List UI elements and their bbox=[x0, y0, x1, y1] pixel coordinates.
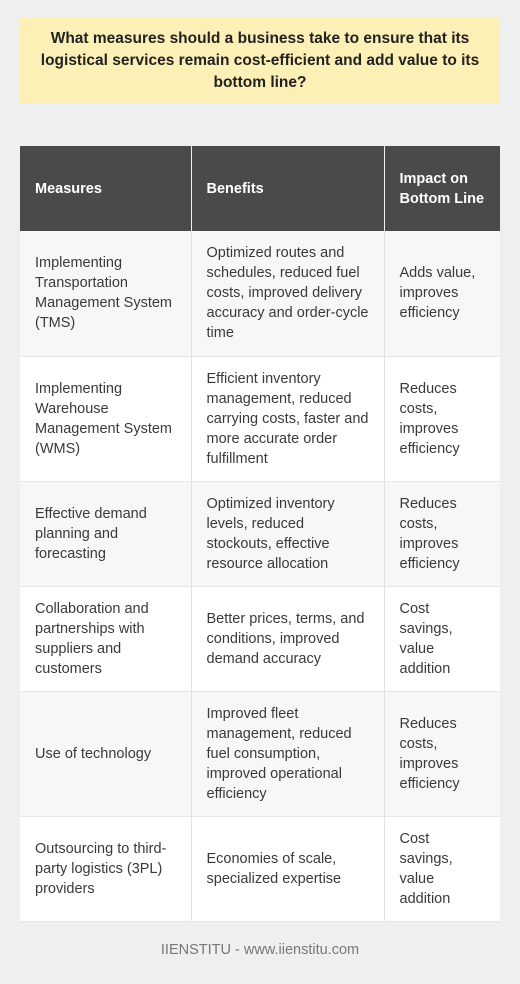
table-row: Use of technology Improved fleet managem… bbox=[20, 691, 500, 817]
cell-benefits: Optimized inventory levels, reduced stoc… bbox=[191, 481, 385, 587]
header-benefits: Benefits bbox=[191, 146, 385, 231]
footer-credit: IIENSTITU - www.iienstitu.com bbox=[160, 942, 360, 958]
cell-impact: Cost savings, value addition bbox=[384, 816, 500, 922]
cell-benefits: Improved fleet management, reduced fuel … bbox=[191, 691, 385, 817]
cell-benefits: Better prices, terms, and conditions, im… bbox=[191, 586, 385, 692]
cell-impact: Cost savings, value addition bbox=[384, 586, 500, 692]
cell-impact: Adds value, improves efficiency bbox=[384, 231, 500, 357]
cell-measure: Effective demand planning and forecastin… bbox=[20, 481, 192, 587]
question-text: What measures should a business take to … bbox=[40, 30, 480, 91]
cell-benefits: Economies of scale, specialized expertis… bbox=[191, 816, 385, 922]
cell-benefits: Optimized routes and schedules, reduced … bbox=[191, 231, 385, 357]
table-row: Collaboration and partnerships with supp… bbox=[20, 586, 500, 692]
table-row: Implementing Warehouse Management System… bbox=[20, 356, 500, 482]
cell-measure: Use of technology bbox=[20, 691, 192, 817]
header-impact: Impact on Bottom Line bbox=[384, 146, 500, 231]
cell-measure: Outsourcing to third-party logistics (3P… bbox=[20, 816, 192, 922]
table-row: Outsourcing to third-party logistics (3P… bbox=[20, 816, 500, 922]
table-row: Implementing Transportation Management S… bbox=[20, 231, 500, 357]
cell-measure: Collaboration and partnerships with supp… bbox=[20, 586, 192, 692]
cell-impact: Reduces costs, improves efficiency bbox=[384, 481, 500, 587]
table-header-row: Measures Benefits Impact on Bottom Line bbox=[20, 146, 500, 231]
cell-benefits: Efficient inventory management, reduced … bbox=[191, 356, 385, 482]
cell-impact: Reduces costs, improves efficiency bbox=[384, 356, 500, 482]
header-measures: Measures bbox=[20, 146, 192, 231]
cell-measure: Implementing Transportation Management S… bbox=[20, 231, 192, 357]
cell-measure: Implementing Warehouse Management System… bbox=[20, 356, 192, 482]
question-box: What measures should a business take to … bbox=[20, 18, 500, 104]
cell-impact: Reduces costs, improves efficiency bbox=[384, 691, 500, 817]
table-row: Effective demand planning and forecastin… bbox=[20, 481, 500, 587]
measures-table: Measures Benefits Impact on Bottom Line … bbox=[20, 146, 500, 922]
